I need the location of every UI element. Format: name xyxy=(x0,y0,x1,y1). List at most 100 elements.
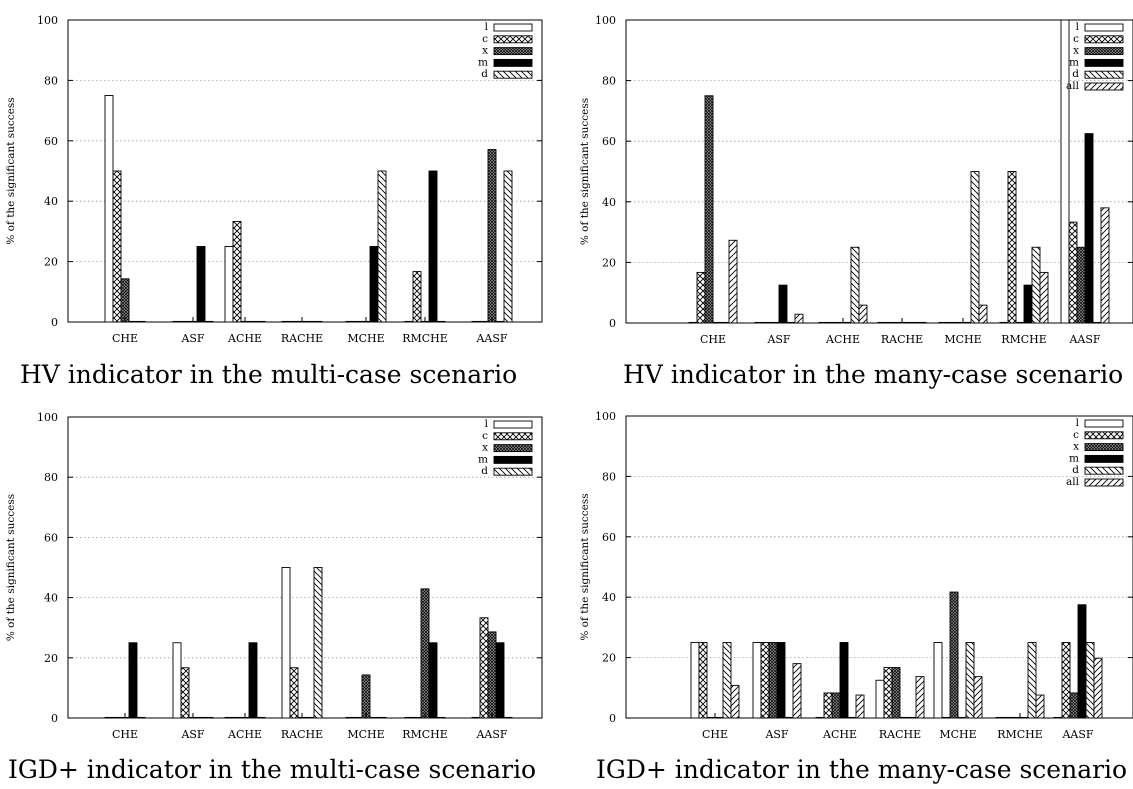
legend-swatch-d xyxy=(1084,466,1124,475)
x-tick-label: CHE xyxy=(112,728,138,741)
x-tick-label: ACHE xyxy=(227,332,262,345)
legend-swatch-l xyxy=(493,23,533,32)
bar-m-rache xyxy=(305,320,315,323)
bar-x-mche xyxy=(361,674,371,719)
bar-m-mche xyxy=(962,321,972,324)
bar-c-rmche xyxy=(412,716,422,719)
bar-l-ache xyxy=(224,716,234,719)
y-tick-label: 100 xyxy=(595,14,616,27)
bar-all-mche xyxy=(973,676,983,719)
legend-label-d: d xyxy=(481,68,488,80)
y-tick-label: 60 xyxy=(44,531,58,544)
chart-caption: HV indicator in the many-case scenario xyxy=(623,360,1124,389)
legend-swatch-m xyxy=(1084,58,1124,67)
bar-x-aasf xyxy=(1069,692,1079,719)
bar-d-ache xyxy=(850,246,860,324)
bar-c-rmche xyxy=(412,271,422,323)
bar-c-che xyxy=(696,271,706,324)
bar-l-mche xyxy=(938,321,948,324)
y-tick-label: 40 xyxy=(602,196,616,209)
bar-d-mche xyxy=(377,170,387,323)
bar-c-mche xyxy=(353,320,363,323)
x-tick-label: RMCHE xyxy=(402,728,448,741)
bar-l-rache xyxy=(875,679,885,719)
chart-igd-many: 0 20 40 60 80 100 % of the significant success… xyxy=(579,395,1133,789)
bar-c-ache xyxy=(826,321,836,324)
bar-m-ache xyxy=(839,642,849,719)
y-tick-label: 60 xyxy=(44,135,58,148)
bar-c-asf xyxy=(180,320,190,323)
y-tick-label: 100 xyxy=(37,411,58,424)
y-axis-label: % of the significant success xyxy=(5,97,17,244)
legend-swatch-c xyxy=(1084,431,1124,440)
legend-label-m: m xyxy=(1069,452,1079,464)
bar-l-che xyxy=(688,321,698,324)
x-tick-label: ACHE xyxy=(825,333,860,346)
bar-l-ache xyxy=(815,716,825,719)
x-tick-label: CHE xyxy=(112,332,138,345)
y-tick-label: 100 xyxy=(37,14,58,27)
x-tick-label: ASF xyxy=(180,332,204,345)
legend-swatch-x xyxy=(1084,443,1124,452)
bar-l-mche xyxy=(345,716,355,719)
legend-label-d: d xyxy=(1072,68,1079,80)
bar-l-aasf xyxy=(1053,716,1063,719)
x-tick-label: MCHE xyxy=(347,728,384,741)
bar-m-aasf xyxy=(1077,604,1087,719)
legend-label-x: x xyxy=(482,45,488,57)
bar-d-che xyxy=(722,642,732,719)
bar-m-mche xyxy=(369,716,379,719)
bar-d-mche xyxy=(970,171,980,324)
bar-m-mche xyxy=(369,246,379,323)
bar-l-che xyxy=(104,95,114,323)
y-tick-label: 80 xyxy=(44,74,58,87)
bar-m-che xyxy=(712,321,722,324)
y-tick-label: 0 xyxy=(51,712,58,725)
bar-d-rache xyxy=(907,716,917,719)
bar-x-mche xyxy=(954,321,964,324)
bar-d-rmche xyxy=(1027,642,1037,719)
bar-m-asf xyxy=(778,284,788,324)
bar-m-rmche xyxy=(1019,716,1029,719)
bar-all-aasf xyxy=(1100,207,1110,324)
bar-d-che xyxy=(136,320,146,323)
legend-label-m: m xyxy=(478,56,488,68)
bar-m-mche xyxy=(957,716,967,719)
legend-swatch-d xyxy=(1084,70,1124,79)
bar-d-rache xyxy=(313,567,323,719)
bar-all-aasf xyxy=(1093,657,1103,719)
x-tick-label: AASF xyxy=(1061,728,1093,741)
legend-swatch-m xyxy=(1084,454,1124,463)
legend-swatch-c xyxy=(493,35,533,44)
bar-d-rache xyxy=(313,320,323,323)
y-tick-label: 0 xyxy=(51,316,58,329)
bar-c-mche xyxy=(946,321,956,324)
bar-d-asf xyxy=(786,321,796,324)
legend-swatch-m xyxy=(493,455,533,464)
bar-d-rmche xyxy=(436,320,446,323)
bar-m-rmche xyxy=(1023,284,1033,324)
chart-caption: HV indicator in the multi-case scenario xyxy=(20,360,518,389)
bar-x-mche xyxy=(949,591,959,719)
legend-swatch-x xyxy=(1084,47,1124,56)
y-tick-label: 20 xyxy=(44,652,58,665)
bar-c-rache xyxy=(883,667,893,719)
bar-c-che xyxy=(698,642,708,719)
bar-d-ache xyxy=(847,716,857,719)
legend-swatch-l xyxy=(1084,419,1124,428)
bar-m-ache xyxy=(248,642,258,719)
bar-l-rache xyxy=(281,320,291,323)
legend-label-c: c xyxy=(1073,429,1079,441)
bar-d-mche xyxy=(965,642,975,719)
bar-d-ache xyxy=(256,320,266,323)
bar-x-ache xyxy=(831,692,841,719)
legend-label-d: d xyxy=(481,465,488,477)
bar-all-rmche xyxy=(1035,694,1045,719)
bar-c-aasf xyxy=(1061,642,1071,719)
bar-m-aasf xyxy=(495,320,505,323)
bar-l-ache xyxy=(818,321,828,324)
y-tick-label: 20 xyxy=(602,652,616,665)
bar-c-rmche xyxy=(1003,716,1013,719)
bar-x-aasf xyxy=(487,149,497,323)
legend-swatch-x xyxy=(493,444,533,453)
